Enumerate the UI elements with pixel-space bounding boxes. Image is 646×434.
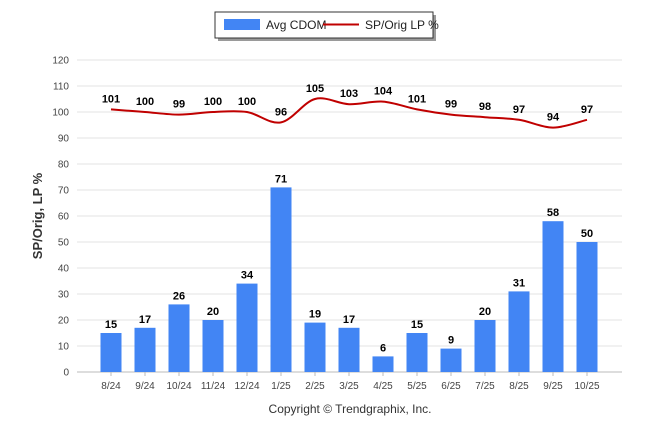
series-line <box>110 97 588 129</box>
y-tick-label: 10 <box>58 342 70 353</box>
x-tick-label: 6/25 <box>441 381 461 392</box>
y-tick-label: 120 <box>52 56 69 67</box>
line-data-label: 101 <box>408 93 426 105</box>
gridlines <box>77 59 622 373</box>
bar-data-label: 58 <box>547 207 559 219</box>
x-tick-label: 12/24 <box>234 381 259 392</box>
y-tick-label: 70 <box>58 186 70 197</box>
x-tick-label: 9/25 <box>543 381 563 392</box>
bar <box>576 242 598 372</box>
bar-data-label: 6 <box>380 342 386 354</box>
line-data-label: 103 <box>340 88 358 100</box>
x-tick-label: 2/25 <box>305 381 325 392</box>
line-data-label: 100 <box>238 96 256 108</box>
bar <box>338 327 360 372</box>
bar <box>406 333 428 372</box>
y-tick-label: 90 <box>58 134 70 145</box>
legend-swatch-bar <box>224 19 260 30</box>
bar-data-label: 26 <box>173 290 185 302</box>
x-tick-label: 8/25 <box>509 381 529 392</box>
x-tick-label: 9/24 <box>135 381 155 392</box>
bar-data-label: 50 <box>581 228 593 240</box>
line-data-label: 100 <box>204 96 222 108</box>
bar-data-label: 34 <box>241 270 254 282</box>
y-tick-label: 110 <box>53 82 69 93</box>
bar <box>372 356 394 372</box>
line-data-label: 99 <box>173 99 185 111</box>
bar <box>474 320 496 372</box>
line-data-label: 104 <box>374 86 393 98</box>
x-tick-label: 10/24 <box>166 381 191 392</box>
bar-data-label: 9 <box>448 335 454 347</box>
bar <box>100 333 122 372</box>
bar <box>270 187 292 372</box>
x-tick-label: 1/25 <box>271 381 291 392</box>
y-tick-label: 60 <box>58 212 70 223</box>
line-data-label: 105 <box>306 83 324 95</box>
bar <box>542 221 564 372</box>
x-tick-label: 11/24 <box>201 381 226 392</box>
bar-series: 15 17 26 20 34 71 19 17 6 15 9 20 31 58 50 <box>100 173 598 372</box>
bar-data-label: 71 <box>275 173 287 185</box>
x-tick-label: 10/25 <box>574 381 599 392</box>
legend-label-bar: Avg CDOM <box>266 18 326 32</box>
bar <box>168 304 190 372</box>
legend-label-line: SP/Orig LP % <box>365 18 439 32</box>
line-data-label: 94 <box>547 112 560 124</box>
bar-data-label: 15 <box>105 319 117 331</box>
x-tick-label: 8/24 <box>101 381 121 392</box>
line-data-label: 98 <box>479 101 491 113</box>
bar-data-label: 15 <box>411 319 423 331</box>
y-tick-label: 50 <box>58 238 70 249</box>
legend: Avg CDOM SP/Orig LP % <box>214 11 439 41</box>
x-tick-label: 3/25 <box>339 381 359 392</box>
line-series: 101 100 99 100 100 96 105 103 104 101 99 98 97 94 97 <box>102 83 593 129</box>
bar-data-label: 17 <box>139 314 151 326</box>
bar <box>236 283 258 372</box>
x-tick-label: 4/25 <box>373 381 393 392</box>
line-data-label: 96 <box>275 106 287 118</box>
copyright-text: Copyright © Trendgraphix, Inc. <box>269 402 432 416</box>
line-data-label: 97 <box>513 104 525 116</box>
bar-data-label: 17 <box>343 314 355 326</box>
bar <box>440 348 462 372</box>
x-tick-label: 5/25 <box>407 381 427 392</box>
line-data-label: 99 <box>445 99 457 111</box>
bar <box>304 322 326 372</box>
y-tick-label: 30 <box>58 290 70 301</box>
y-tick-label: 20 <box>58 316 70 327</box>
y-tick-label: 80 <box>58 160 70 171</box>
bar-data-label: 19 <box>309 309 321 321</box>
y-tick-label: 40 <box>58 264 70 275</box>
y-axis: 0 10 20 30 40 50 60 70 80 90 100 110 120 <box>52 56 69 379</box>
y-tick-label: 100 <box>52 108 69 119</box>
bar <box>202 320 224 372</box>
bar-data-label: 20 <box>207 306 219 318</box>
bar-data-label: 20 <box>479 306 491 318</box>
line-data-label: 97 <box>581 104 593 116</box>
bar <box>508 291 530 372</box>
x-axis: 8/24 9/24 10/24 11/24 12/24 1/25 2/25 3/25 4/25 5… <box>101 372 600 392</box>
y-axis-title: SP/Orig, LP % <box>30 172 45 259</box>
x-tick-label: 7/25 <box>475 381 495 392</box>
bar-data-label: 31 <box>513 277 525 289</box>
line-data-label: 100 <box>136 96 154 108</box>
line-data-label: 101 <box>102 93 120 105</box>
bar <box>134 327 156 372</box>
y-tick-label: 0 <box>63 368 69 379</box>
